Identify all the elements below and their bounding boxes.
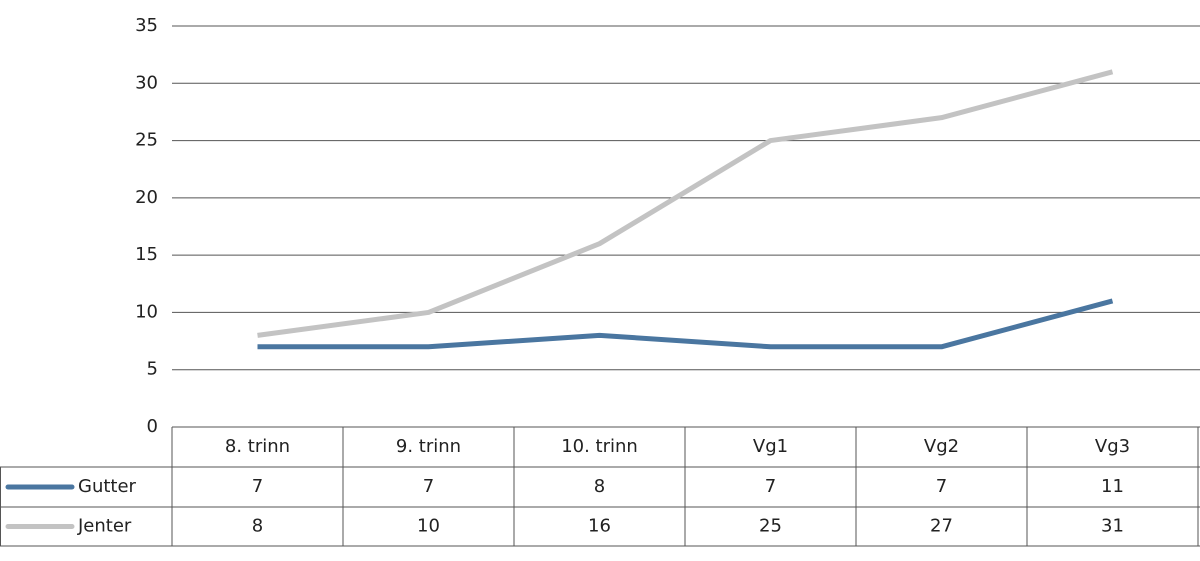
- table-value: 7: [936, 476, 947, 497]
- series-line: [257, 69, 1114, 338]
- x-tick-label: 9. trinn: [396, 436, 461, 457]
- table-value: 27: [930, 516, 953, 537]
- y-tick-label: 30: [135, 72, 158, 93]
- table-value: 31: [1101, 516, 1124, 537]
- table-value: 7: [765, 476, 776, 497]
- x-tick-label: Vg2: [924, 436, 959, 457]
- y-tick-label: 0: [147, 416, 158, 437]
- table-value: 7: [423, 476, 434, 497]
- y-tick-label: 20: [135, 187, 158, 208]
- table-value: 8: [252, 516, 263, 537]
- table-value: 10: [417, 516, 440, 537]
- table-value: 25: [759, 516, 782, 537]
- legend-label: Jenter: [77, 516, 132, 537]
- y-tick-label: 10: [135, 301, 158, 322]
- series-line: [257, 298, 1114, 350]
- y-tick-label: 25: [135, 130, 158, 151]
- table-value: 8: [594, 476, 605, 497]
- table-value: 11: [1101, 476, 1124, 497]
- x-tick-label: 8. trinn: [225, 436, 290, 457]
- x-tick-label: Vg3: [1095, 436, 1130, 457]
- x-tick-label: Vg1: [753, 436, 788, 457]
- table-value: 7: [252, 476, 263, 497]
- y-tick-label: 15: [135, 244, 158, 265]
- y-tick-label: 5: [147, 359, 158, 380]
- legend-label: Gutter: [78, 476, 137, 497]
- table-value: 16: [588, 516, 611, 537]
- x-tick-label: 10. trinn: [561, 436, 638, 457]
- y-tick-label: 35: [135, 15, 158, 36]
